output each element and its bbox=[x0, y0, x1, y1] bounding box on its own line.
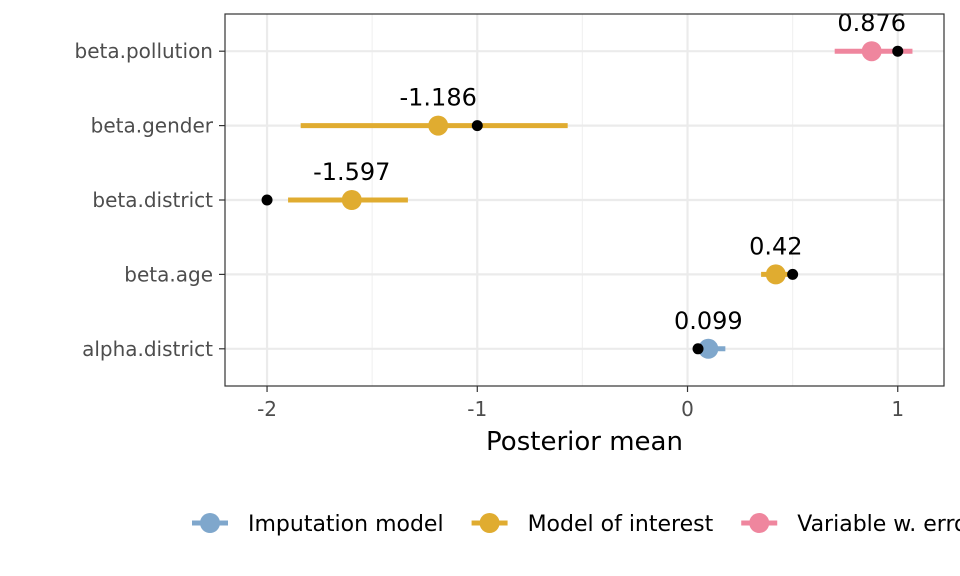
x-axis-title: Posterior mean bbox=[486, 427, 683, 457]
legend-item: Variable w. error bbox=[741, 512, 960, 537]
x-tick-label: 1 bbox=[891, 397, 904, 421]
x-tick-label: -1 bbox=[467, 397, 487, 421]
x-tick-label: 0 bbox=[681, 397, 694, 421]
data-label: 0.42 bbox=[749, 232, 802, 260]
legend: Imputation model Model of interest Variabl… bbox=[192, 512, 960, 537]
legend-item: Model of interest bbox=[471, 512, 714, 537]
posterior-mean-point bbox=[861, 41, 882, 62]
legend-key-point bbox=[749, 513, 770, 533]
data-label: 0.099 bbox=[674, 307, 743, 335]
legend-item: Imputation model bbox=[192, 512, 444, 537]
posterior-mean-point bbox=[428, 115, 449, 136]
legend-label: Variable w. error bbox=[797, 512, 960, 537]
true-value-point bbox=[892, 45, 904, 57]
true-value-point bbox=[692, 343, 704, 355]
posterior-mean-point bbox=[341, 190, 362, 210]
true-value-point bbox=[787, 268, 799, 280]
posterior-mean-point bbox=[698, 338, 719, 359]
data-label: -1.597 bbox=[313, 158, 390, 186]
axes: -2 -1 0 1 alpha.district beta.age beta.distric… bbox=[75, 39, 905, 421]
y-tick-label: alpha.district bbox=[82, 337, 213, 361]
legend-key-point bbox=[200, 513, 220, 533]
y-tick-label: beta.gender bbox=[91, 114, 214, 138]
legend-label: Imputation model bbox=[248, 512, 444, 537]
y-tick-label: beta.pollution bbox=[75, 39, 214, 63]
true-value-point bbox=[471, 120, 483, 132]
x-tick-label: -2 bbox=[257, 397, 277, 421]
true-value-point bbox=[261, 194, 273, 206]
posterior-mean-point bbox=[765, 264, 786, 285]
data-label: -1.186 bbox=[399, 84, 476, 112]
y-tick-label: beta.district bbox=[92, 188, 213, 212]
y-tick-label: beta.age bbox=[124, 262, 213, 286]
point-layer bbox=[261, 41, 904, 359]
legend-label: Model of interest bbox=[528, 512, 714, 537]
legend-key-point bbox=[479, 513, 500, 533]
